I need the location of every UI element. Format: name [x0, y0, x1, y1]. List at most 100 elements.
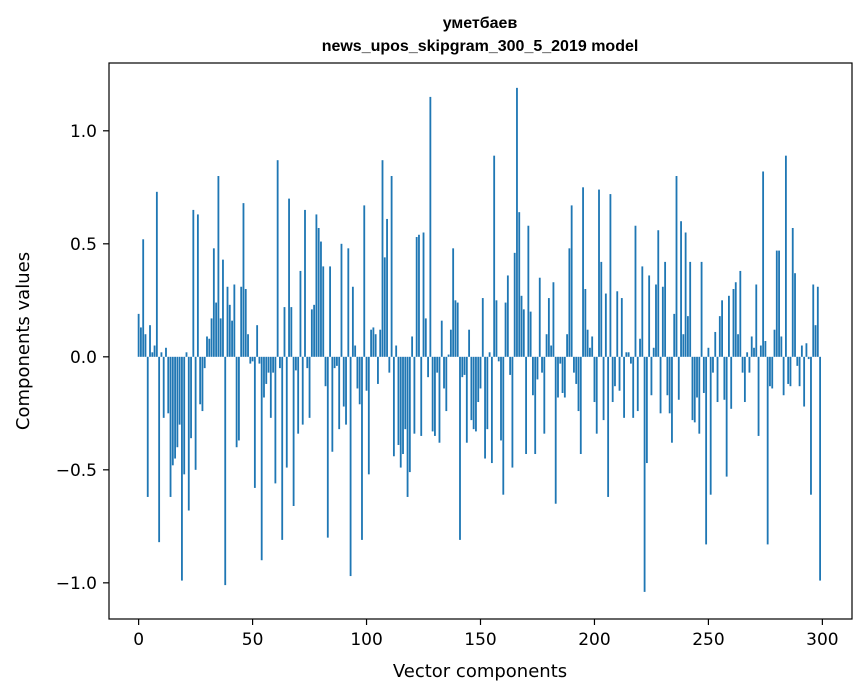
- bar: [429, 97, 431, 357]
- bar: [432, 357, 434, 432]
- bar: [261, 357, 263, 560]
- bar: [413, 357, 415, 434]
- bar: [227, 287, 229, 357]
- bar: [468, 330, 470, 357]
- bar: [662, 287, 664, 357]
- bar: [181, 357, 183, 581]
- bar: [664, 262, 666, 357]
- bar: [425, 318, 427, 356]
- bar: [224, 357, 226, 585]
- bar: [619, 357, 621, 391]
- bar: [395, 346, 397, 357]
- bar: [614, 357, 616, 386]
- bar: [486, 357, 488, 429]
- bar: [646, 357, 648, 463]
- bar: [774, 330, 776, 357]
- bar: [751, 336, 753, 356]
- bar: [771, 357, 773, 389]
- bar: [354, 346, 356, 357]
- bar: [546, 334, 548, 357]
- bar: [559, 357, 561, 364]
- bar: [737, 334, 739, 357]
- bar: [726, 357, 728, 477]
- bar: [338, 357, 340, 429]
- bar: [290, 307, 292, 357]
- bar: [436, 357, 438, 373]
- bar: [423, 233, 425, 357]
- bar: [306, 357, 308, 368]
- bar: [639, 339, 641, 357]
- bar: [315, 214, 317, 356]
- bar: [578, 357, 580, 411]
- bar: [217, 176, 219, 357]
- bar: [744, 357, 746, 402]
- bar: [318, 228, 320, 357]
- bar: [420, 357, 422, 436]
- bar: [787, 357, 789, 384]
- bar: [557, 357, 559, 398]
- bar: [220, 318, 222, 356]
- bar: [566, 334, 568, 357]
- bar: [537, 357, 539, 380]
- bar: [441, 321, 443, 357]
- bar: [254, 357, 256, 488]
- bar: [755, 285, 757, 357]
- bar: [434, 357, 436, 436]
- chart-subtitle: news_upos_skipgram_300_5_2019 model: [322, 38, 639, 55]
- bar: [416, 237, 418, 357]
- bar: [236, 357, 238, 447]
- bar: [391, 176, 393, 357]
- bar: [655, 285, 657, 357]
- bar: [197, 214, 199, 356]
- bar: [728, 296, 730, 357]
- bar: [507, 275, 509, 356]
- bar: [764, 341, 766, 357]
- bar: [721, 300, 723, 357]
- bar: [334, 357, 336, 368]
- bar: [762, 171, 764, 356]
- bar: [192, 210, 194, 357]
- bar: [610, 194, 612, 357]
- bar: [464, 357, 466, 375]
- bar: [272, 357, 274, 373]
- bar: [265, 357, 267, 384]
- bar: [723, 357, 725, 400]
- bar: [505, 303, 507, 357]
- bar: [295, 357, 297, 371]
- bar: [719, 316, 721, 357]
- bar: [518, 212, 520, 357]
- bar: [644, 357, 646, 592]
- bar: [808, 357, 810, 359]
- bar: [345, 357, 347, 425]
- bar: [739, 271, 741, 357]
- bar: [776, 251, 778, 357]
- bar: [202, 357, 204, 411]
- bar: [277, 160, 279, 357]
- bar: [685, 233, 687, 357]
- y-axis-label: Components values: [13, 252, 34, 430]
- bar: [363, 205, 365, 356]
- bar: [703, 357, 705, 393]
- bar: [594, 357, 596, 402]
- bar: [568, 248, 570, 356]
- bar: [653, 348, 655, 357]
- bar: [151, 352, 153, 357]
- bar: [641, 266, 643, 356]
- bar: [758, 357, 760, 436]
- bar: [393, 357, 395, 456]
- bar: [327, 357, 329, 538]
- bar: [512, 357, 514, 468]
- bar: [368, 357, 370, 475]
- bar: [666, 357, 668, 395]
- x-axis-label: Vector components: [393, 661, 567, 682]
- bar: [749, 357, 751, 373]
- bar: [206, 336, 208, 356]
- bar: [678, 357, 680, 400]
- x-tick-label: 100: [350, 630, 382, 650]
- bar: [742, 357, 744, 373]
- bar: [496, 300, 498, 357]
- bar: [457, 303, 459, 357]
- bar: [630, 357, 632, 364]
- bar: [555, 357, 557, 504]
